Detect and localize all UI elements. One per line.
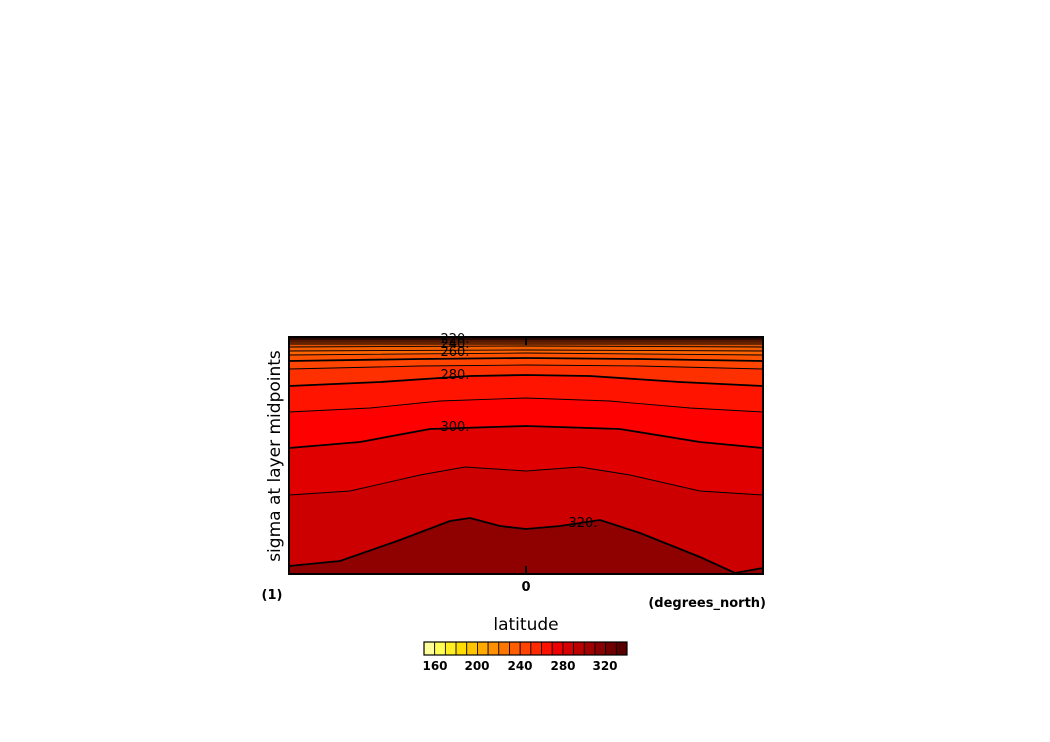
- colorbar-swatch: [583, 641, 596, 656]
- colorbar-swatch: [530, 641, 542, 656]
- contour-line: [289, 397, 763, 413]
- contour-band: [289, 518, 763, 574]
- contour-line: [289, 352, 763, 356]
- colorbar-swatch: [573, 641, 585, 656]
- colorbar-swatch: [434, 641, 446, 656]
- contour-line: [289, 425, 763, 449]
- colorbar-swatch: [509, 641, 521, 656]
- colorbar: 160 200 240 280 320: [422, 641, 628, 673]
- colorbar-swatch: [498, 641, 510, 656]
- y-axis-label: sigma at layer midpoints: [265, 350, 285, 562]
- x-axis-label: latitude: [493, 615, 558, 635]
- contour-line: [289, 345, 763, 348]
- colorbar-swatch: [594, 641, 607, 656]
- colorbar-swatch: [444, 641, 457, 656]
- contour-label: 240.: [441, 337, 470, 352]
- colorbar-tick-label: 200: [464, 659, 489, 673]
- colorbar-swatch: [477, 641, 489, 656]
- colorbar-tick-label: 240: [507, 659, 532, 673]
- contour-label: 280.: [441, 368, 470, 383]
- contour-line: [289, 517, 763, 574]
- colorbar-swatch: [423, 641, 436, 656]
- contour-labels: 220.240.260. 280. 300. 320.: [441, 332, 598, 531]
- colorbar-swatch: [466, 641, 478, 656]
- x-axis-units: (degrees_north): [648, 596, 766, 611]
- contour-line: [289, 364, 763, 370]
- contour-label: 220.: [441, 332, 470, 347]
- contour-line: [289, 466, 763, 496]
- x-tick-label: 0: [521, 580, 530, 595]
- contour-label: 320.: [569, 516, 598, 531]
- colorbar-tick-label: 280: [550, 659, 575, 673]
- colorbar-swatch: [562, 641, 574, 656]
- y-axis-units: (1): [262, 588, 283, 603]
- colorbar-tick-label: 320: [592, 659, 617, 673]
- contour-line: [289, 374, 763, 387]
- colorbar-swatch: [605, 641, 617, 656]
- colorbar-tick-label: 160: [422, 659, 447, 673]
- contour-label: 260.: [441, 345, 470, 360]
- colorbar-swatch: [541, 641, 553, 656]
- colorbar-swatch: [487, 641, 500, 656]
- contour-label: 300.: [441, 420, 470, 435]
- colorbar-swatch: [551, 641, 564, 656]
- colorbar-swatch: [615, 641, 628, 656]
- contour-fill-bands: [289, 337, 763, 574]
- colorbar-swatch: [519, 641, 532, 656]
- contour-line: [289, 349, 763, 352]
- colorbar-swatch: [455, 641, 468, 656]
- contour-line: [289, 357, 763, 362]
- colorbar-frame: [423, 641, 628, 656]
